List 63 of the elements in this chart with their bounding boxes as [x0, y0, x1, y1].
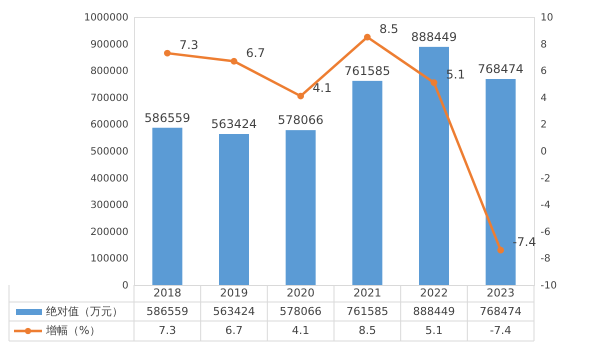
data-label: 563424 [211, 117, 257, 131]
y2-tick-label: 6 [540, 66, 547, 78]
text: 7.3 [158, 324, 176, 337]
y2-tick-label: -8 [540, 254, 550, 265]
y2-tick-label: -10 [540, 280, 557, 292]
y-tick-label: 400000 [90, 173, 128, 184]
point [230, 58, 238, 65]
x-tick-label: 2020 [286, 286, 315, 300]
data-label: 768474 [478, 62, 524, 76]
y-tick-label: 100000 [90, 254, 128, 265]
point [364, 34, 371, 40]
y-tick-label: 0 [122, 280, 128, 292]
text: 578066 [280, 305, 322, 318]
data-label: 4.1 [312, 81, 332, 96]
y2-tick-label: -2 [540, 173, 550, 184]
y2-tick-label: 2 [540, 120, 547, 131]
data-label: 586559 [144, 110, 190, 125]
y2-tick-label: 0 [540, 146, 547, 158]
y2-tick-label: 10 [540, 12, 554, 24]
text: 4.1 [292, 324, 310, 337]
data-label: 7.3 [179, 38, 198, 52]
text: 6.7 [225, 324, 243, 337]
data-label: 761585 [344, 64, 390, 78]
bar [286, 130, 316, 285]
bar [219, 134, 249, 285]
x-tick-label: 2019 [220, 286, 248, 300]
text: 768474 [480, 305, 522, 318]
y2-tick-label: 8 [540, 39, 547, 50]
y2-tick-label: 4 [540, 92, 547, 104]
y-tick-label: 700000 [90, 92, 128, 104]
bar [352, 80, 382, 285]
text: 586559 [146, 305, 188, 318]
x-tick-label: 2018 [153, 286, 182, 300]
data-label: 888449 [411, 30, 457, 44]
y-tick-label: 500000 [90, 146, 128, 158]
y-tick-label: 600000 [90, 120, 128, 131]
point [164, 50, 171, 57]
point [497, 246, 504, 254]
data-label: 578066 [278, 113, 324, 128]
point [297, 92, 304, 100]
point [430, 79, 438, 86]
text: 5.1 [425, 324, 443, 337]
y-tick-label: 1000000 [84, 12, 128, 24]
x-tick-label: 2022 [420, 286, 448, 300]
y-tick-label: 200000 [90, 226, 128, 238]
y-tick-label: 900000 [90, 39, 128, 50]
y-tick-label: 300000 [90, 200, 128, 212]
legend-label: 增幅（%） [45, 324, 100, 337]
x-tick-label: 2023 [486, 286, 515, 300]
x-tick-label: 2021 [353, 286, 382, 300]
y-tick-label: 800000 [90, 66, 128, 78]
text: 8.5 [358, 324, 376, 337]
text: 888449 [413, 305, 455, 318]
y2-tick-label: -4 [540, 200, 550, 212]
text: 563424 [213, 305, 255, 318]
data-label: 8.5 [379, 22, 398, 36]
bar [419, 46, 449, 285]
text: 761585 [346, 305, 388, 318]
legend-label: 绝对值（万元） [46, 305, 123, 318]
bar [152, 128, 182, 285]
text: -7.4 [490, 324, 512, 337]
data-label: 6.7 [246, 46, 266, 60]
y2-tick-label: -6 [540, 226, 550, 238]
